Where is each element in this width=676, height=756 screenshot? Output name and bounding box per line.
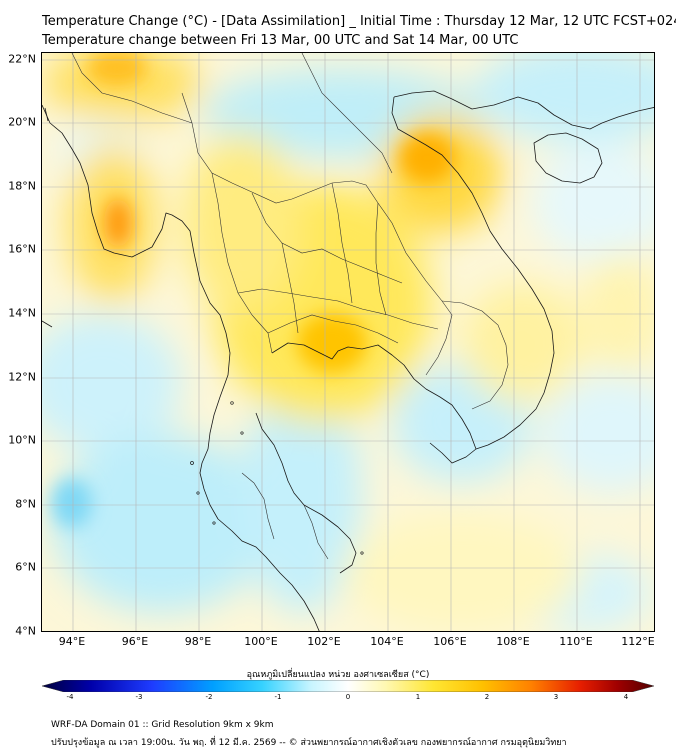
- temperature-change-map: [41, 52, 655, 632]
- lat-label-18n: 18°N: [8, 179, 36, 193]
- colorbar-tick-3: 3: [553, 693, 559, 701]
- lon-label-112e: 112°E: [621, 635, 655, 648]
- colorbar-tick-1: 1: [415, 693, 421, 701]
- map-title: Temperature Change (°C) - [Data Assimila…: [42, 12, 676, 50]
- colorbar-bar: [42, 680, 654, 692]
- map-canvas: [42, 53, 654, 631]
- title-line-2: Temperature change between Fri 13 Mar, 0…: [42, 33, 519, 48]
- admin-boundaries: [71, 53, 509, 560]
- lat-label-12n: 12°N: [8, 370, 36, 384]
- colorbar-tick-neg2: -2: [205, 693, 213, 701]
- lon-label-110e: 110°E: [559, 635, 593, 648]
- colorbar-title: อุณหภูมิเปลี่ยนแปลง หน่วย องศาเซลเซียส (…: [246, 670, 430, 680]
- lon-label-98e: 98°E: [184, 635, 212, 648]
- footer-domain-info: WRF-DA Domain 01 :: Grid Resolution 9km …: [51, 720, 274, 730]
- lat-label-8n: 8°N: [15, 497, 36, 511]
- lat-label-22n: 22°N: [8, 52, 36, 66]
- colorbar-tick-4: 4: [623, 693, 629, 701]
- colorbar-tick-0: 0: [345, 693, 351, 701]
- colorbar: [42, 680, 654, 692]
- islands: [190, 401, 364, 555]
- colorbar-tick-neg4: -4: [66, 693, 74, 701]
- footer-credit: ปรับปรุงข้อมูล ณ เวลา 19:00น. วัน พฤ. ที…: [51, 738, 567, 748]
- lon-label-108e: 108°E: [496, 635, 530, 648]
- lat-label-10n: 10°N: [8, 433, 36, 447]
- lat-label-16n: 16°N: [8, 242, 36, 256]
- lon-label-94e: 94°E: [58, 635, 86, 648]
- lon-label-96e: 96°E: [121, 635, 149, 648]
- lon-label-104e: 104°E: [370, 635, 404, 648]
- colorbar-tick-2: 2: [484, 693, 490, 701]
- title-line-1: Temperature Change (°C) - [Data Assimila…: [42, 14, 676, 29]
- lon-label-100e: 100°E: [244, 635, 278, 648]
- lon-label-106e: 106°E: [433, 635, 467, 648]
- lon-label-102e: 102°E: [307, 635, 341, 648]
- lat-lon-grid: [42, 53, 654, 631]
- lat-label-6n: 6°N: [15, 560, 36, 574]
- lat-label-4n: 4°N: [15, 624, 36, 638]
- lat-label-20n: 20°N: [8, 115, 36, 129]
- colorbar-tick-neg1: -1: [274, 693, 282, 701]
- colorbar-tick-neg3: -3: [135, 693, 143, 701]
- lat-label-14n: 14°N: [8, 306, 36, 320]
- temperature-hotspots: [52, 53, 455, 528]
